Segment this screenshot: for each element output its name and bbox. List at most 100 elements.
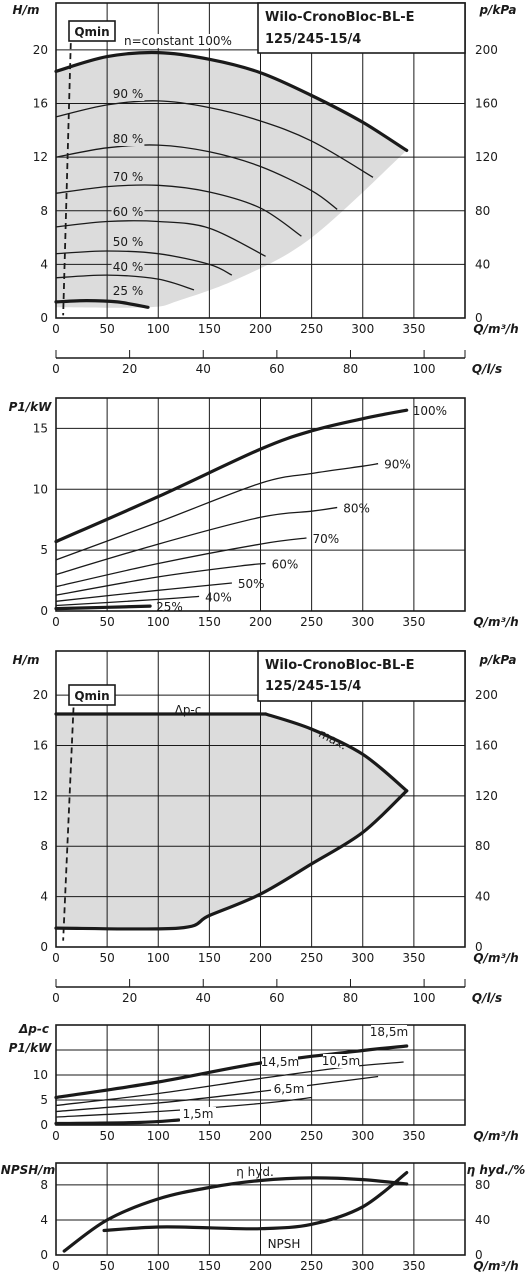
series-label-bg: [111, 132, 145, 146]
y-tick-label: 20: [33, 43, 48, 57]
plot-frame: [55, 1162, 466, 1256]
y-tick-label: 8: [40, 1178, 48, 1192]
series-40: [55, 274, 195, 291]
series-label-70: 70%: [313, 532, 340, 546]
series-70: [55, 184, 302, 237]
x-tick-label: 50: [99, 322, 114, 336]
y-tick-label: 0: [40, 1118, 48, 1132]
flow-axis-tick-label: 0: [52, 991, 60, 1005]
series-label-bg: [111, 87, 145, 101]
series-60: [55, 562, 266, 596]
y-tick-label: 8: [40, 839, 48, 853]
x-axis-label: Q/m³/h: [473, 615, 518, 629]
series-label-1-5m: 1,5m: [183, 1107, 214, 1121]
chart-npsh-eta: 0 50 100 150 200 250 300 350048Q/m³/h04080NPSH/…: [1, 1162, 525, 1273]
y-right-tick-label: 80: [475, 839, 490, 853]
flow-axis-label: Q/l/s: [472, 362, 502, 376]
series-label-bg: [122, 34, 234, 48]
series-label-60: 60%: [272, 558, 299, 572]
y-axis-label: H/m: [13, 653, 40, 667]
x-tick-label: 300: [351, 951, 374, 965]
series-18-5m: [54, 1044, 409, 1100]
series-label-bg: [371, 1025, 407, 1039]
series-label-90: 90%: [384, 458, 411, 472]
y-right-tick-label: 0: [475, 1248, 483, 1262]
plot-frame: [55, 1024, 466, 1126]
y-tick-label: 4: [40, 890, 48, 904]
y-tick-label: 5: [40, 1093, 48, 1107]
chart-subtitle: 125/245-15/4: [265, 679, 361, 694]
y-tick-label: 16: [33, 97, 48, 111]
title-box: [257, 2, 466, 54]
series-label-bg: [323, 1054, 359, 1068]
x-axis-label: Q/m³/h: [473, 322, 518, 336]
y-right-tick-label: 160: [475, 97, 498, 111]
chart-title: Wilo-CronoBloc-BL-E: [265, 658, 415, 673]
x-tick-label: 100: [147, 615, 170, 629]
x-tick-label: 200: [249, 951, 272, 965]
x-tick-label: 350: [402, 951, 425, 965]
x-tick-label: 200: [249, 1259, 272, 1273]
x-tick-label: 150: [198, 322, 221, 336]
qmin-line: [62, 687, 76, 941]
x-tick-label: 200: [249, 1129, 272, 1143]
y-right-axis-label: p/kPa: [478, 3, 516, 17]
flow-axis-tick-label: 80: [343, 362, 358, 376]
x-tick-label: 100: [147, 951, 170, 965]
y-tick-label: 4: [40, 1213, 48, 1227]
series-label-n-constant-100: n=constant 100%: [124, 34, 232, 48]
y-right-axis-label: η hyd./%: [467, 1163, 525, 1177]
flow-axis-2: 0 20 40 60 80 100 Q/l/s: [52, 979, 502, 1005]
x-tick-label: 50: [99, 1259, 114, 1273]
y-right-tick-label: 120: [475, 789, 498, 803]
y-axis-label: P1/kW: [9, 400, 53, 414]
series-label-dp-c: Δp-c: [175, 703, 202, 717]
series-label-25: 25 %: [113, 284, 144, 298]
x-tick-label: 150: [198, 951, 221, 965]
chart-subtitle: 125/245-15/4: [265, 32, 361, 47]
x-tick-label: 0: [52, 1129, 60, 1143]
x-tick-label: 0: [52, 322, 60, 336]
x-tick-label: 200: [249, 615, 272, 629]
series-80: [55, 144, 338, 210]
series-60: [55, 220, 266, 257]
series-n-constant-100: [54, 50, 409, 152]
flow-axis-tick-label: 100: [413, 362, 436, 376]
y-axis-label: P1/kW: [9, 1041, 53, 1055]
series-label-50: 50 %: [113, 235, 144, 249]
y-tick-label: 8: [40, 204, 48, 218]
qmin-line: [62, 23, 73, 316]
y-right-axis-label: p/kPa: [478, 653, 516, 667]
x-tick-label: 250: [300, 1129, 323, 1143]
series-80: [55, 506, 338, 576]
series-1-5m: [54, 1118, 181, 1126]
y-tick-label: 0: [40, 311, 48, 325]
series-label-90: 90 %: [113, 87, 144, 101]
x-tick-label: 0: [52, 615, 60, 629]
flow-axis-label: Q/l/s: [472, 991, 502, 1005]
series-label-10-5m: 10,5m: [322, 1054, 360, 1068]
x-tick-label: 350: [402, 615, 425, 629]
series-label-bg: [111, 284, 145, 298]
series-25: [54, 604, 152, 611]
y-tick-label: 0: [40, 604, 48, 618]
flow-axis-tick-label: 100: [413, 991, 436, 1005]
flow-axis-tick-label: 40: [196, 991, 211, 1005]
x-tick-label: 100: [147, 1129, 170, 1143]
series-label-40: 40%: [205, 590, 232, 604]
flow-axis-1: 0 20 40 60 80 100 Q/l/s: [52, 350, 502, 376]
y-tick-label: 12: [33, 150, 48, 164]
x-axis-label: Q/m³/h: [473, 1129, 518, 1143]
chart-p1-dpc: 0 50 100 150 200 250 300 350 0 5 10 Q/m³/h Δp-c P1/kW…: [9, 1022, 519, 1143]
y-right-tick-label: 40: [475, 257, 490, 271]
plot-frame: [55, 397, 466, 612]
chart-title: Wilo-CronoBloc-BL-E: [265, 10, 415, 25]
x-tick-label: 250: [300, 322, 323, 336]
series-label-70: 70 %: [113, 170, 144, 184]
y-tick-label: 16: [33, 738, 48, 752]
y-right-tick-label: 40: [475, 1213, 490, 1227]
x-tick-label: 250: [300, 1259, 323, 1273]
operating-region: [56, 713, 407, 930]
y-axis-label-mode: Δp-c: [18, 1022, 49, 1036]
